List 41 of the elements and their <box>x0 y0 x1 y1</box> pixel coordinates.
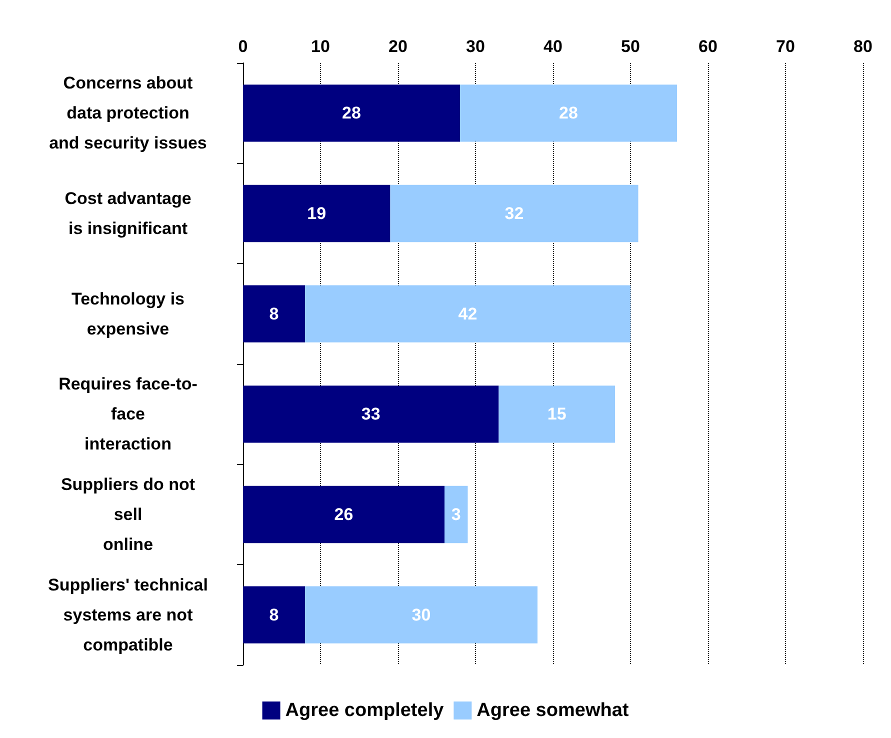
data-label: 19 <box>307 204 326 223</box>
data-label: 33 <box>361 404 380 424</box>
data-label: 28 <box>559 104 578 123</box>
bar <box>390 184 638 242</box>
x-tick-label: 60 <box>698 37 718 56</box>
bar <box>243 184 390 242</box>
data-label: 32 <box>504 204 524 223</box>
legend-label: Agree completely <box>285 700 444 721</box>
bar <box>305 586 538 644</box>
data-label: 8 <box>269 304 279 324</box>
x-tick-label: 20 <box>388 37 408 56</box>
bar <box>498 386 615 443</box>
legend-label: Agree somewhat <box>476 700 630 721</box>
y-tick-label: Concerns about data protection and security issues <box>49 74 207 153</box>
x-tick-label: 40 <box>544 37 562 56</box>
bar <box>243 486 444 544</box>
bar <box>460 84 677 142</box>
bar <box>444 486 468 544</box>
bar <box>243 285 305 342</box>
y-tick-label: Cost advantage is insignificant <box>64 189 192 238</box>
bar <box>243 586 305 644</box>
y-tick-label: Requires face-to- face interaction <box>58 374 198 454</box>
y-tick-label: Technology is expensive <box>71 289 185 338</box>
x-tick-label: 50 <box>621 37 640 56</box>
x-tick-label: 80 <box>854 37 872 56</box>
x-tick-label: 10 <box>311 37 330 56</box>
bar <box>243 84 460 142</box>
bar <box>243 386 499 443</box>
y-tick-label: Suppliers do not sell online <box>60 475 196 554</box>
data-label: 3 <box>451 505 461 524</box>
data-label: 42 <box>458 304 478 324</box>
x-tick-label: 30 <box>466 37 485 56</box>
data-label: 15 <box>547 404 566 424</box>
data-label: 8 <box>269 605 279 624</box>
data-label: 26 <box>334 505 354 524</box>
data-label: 28 <box>342 104 361 123</box>
x-tick-label: 0 <box>238 37 248 56</box>
data-label: 30 <box>412 605 431 624</box>
bar <box>305 285 630 342</box>
y-tick-label: Suppliers' technical systems are not compatible <box>48 575 208 654</box>
x-tick-label: 70 <box>776 37 795 56</box>
